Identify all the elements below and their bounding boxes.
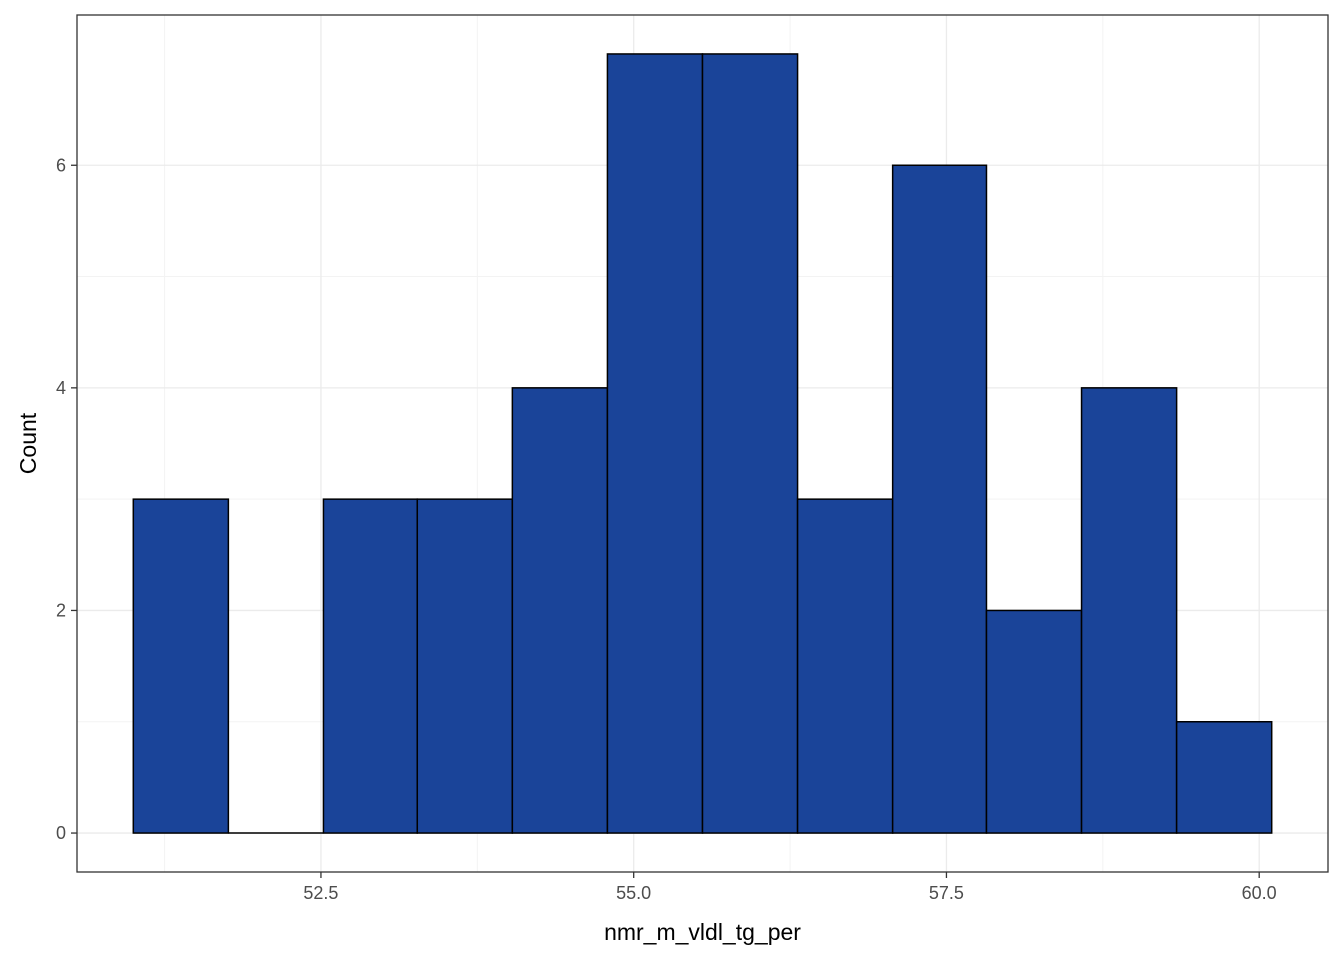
x-axis: 52.5 55.0 57.5 60.0 [303,872,1277,903]
histogram-bar [132,498,230,834]
histogram-bar [606,53,704,834]
histogram-bar [511,387,609,834]
y-axis-title: Count [15,412,41,474]
y-tick-label: 0 [56,823,66,843]
histogram-bar [891,164,988,834]
y-tick-label: 6 [56,155,66,175]
histogram-bar [1175,720,1273,834]
x-tick-label: 60.0 [1242,883,1277,903]
y-axis: 0 2 4 6 [56,155,77,843]
histogram-bar [796,498,894,834]
x-tick-label: 55.0 [616,883,651,903]
histogram-bar [1080,387,1178,834]
histogram-bar [701,53,799,834]
x-tick-label: 52.5 [303,883,338,903]
histogram-bar [322,498,419,834]
histogram-bars [132,53,1273,834]
panel-border [76,14,1329,873]
y-tick-label: 2 [56,600,66,620]
x-axis-title: nmr_m_vldl_tg_per [604,919,801,945]
histogram-bar [985,609,1083,834]
histogram-bar [416,498,514,834]
y-tick-label: 4 [56,378,66,398]
x-tick-label: 57.5 [929,883,964,903]
